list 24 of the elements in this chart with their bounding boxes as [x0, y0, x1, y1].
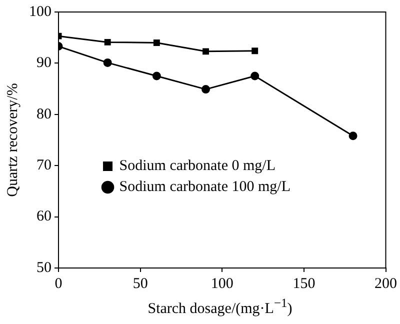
x-axis-title: Starch dosage/(mg·L$^{−1}$): [146, 296, 294, 318]
legend-label: Sodium carbonate 0 mg/L: [119, 158, 276, 174]
x-tick-label: 50: [132, 276, 148, 292]
point: [250, 72, 260, 80]
legend-label: Sodium carbonate 100 mg/L: [119, 179, 290, 196]
point: [202, 48, 209, 55]
y-axis-title: Quartz recovery/%: [4, 83, 21, 197]
point: [152, 72, 161, 80]
point: [103, 58, 112, 67]
point: [104, 38, 111, 46]
point: [153, 39, 160, 46]
x-tick-label: 100: [210, 276, 234, 292]
y-tick-label: 70: [36, 158, 52, 174]
x-tick-label: 150: [292, 276, 316, 292]
point: [252, 48, 258, 54]
y-tick-label: 50: [36, 260, 52, 276]
y-tick-label: 90: [36, 55, 52, 72]
y-tick-label: 80: [36, 106, 52, 122]
point: [202, 85, 210, 94]
x-tick-label: 200: [374, 276, 397, 292]
point: [348, 132, 358, 140]
y-tick-label: 100: [29, 4, 52, 20]
x-tick-label: 0: [54, 276, 62, 292]
y-tick-label: 60: [36, 208, 52, 225]
